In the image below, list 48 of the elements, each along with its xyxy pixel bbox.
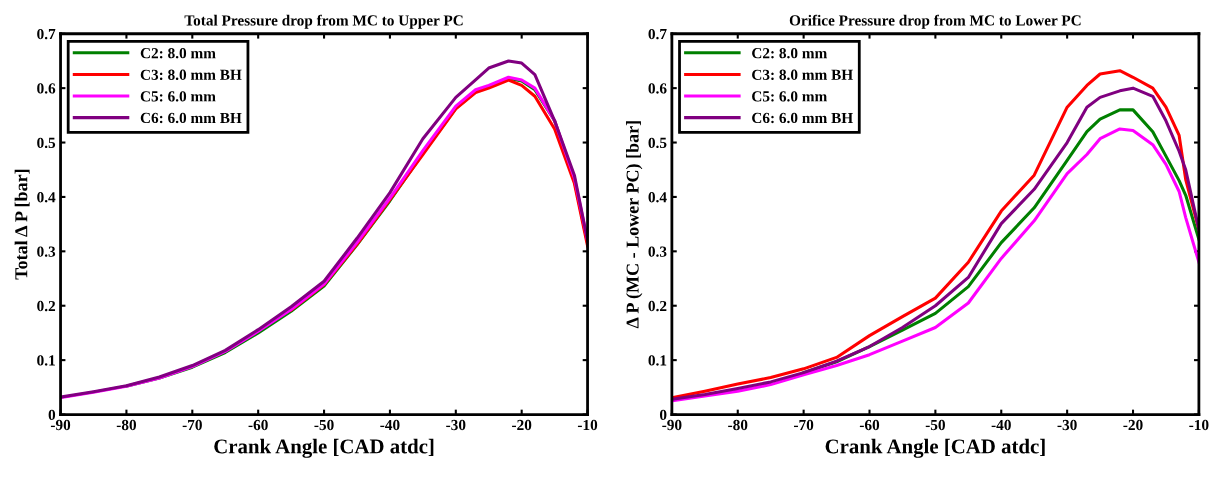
legend-label: C6: 6.0 mm BH bbox=[752, 112, 853, 124]
y-tick-label: 0.2 bbox=[648, 300, 667, 312]
x-tick-label: -50 bbox=[314, 419, 334, 431]
x-tick-label: -10 bbox=[577, 419, 598, 431]
y-tick-label: 0.1 bbox=[648, 355, 667, 366]
legend-label: C2: 8.0 mm bbox=[140, 48, 216, 59]
x-tick-label: -70 bbox=[794, 419, 814, 431]
x-tick-label: -80 bbox=[728, 419, 748, 431]
x-tick-label: -10 bbox=[1189, 419, 1209, 431]
x-tick-label: -20 bbox=[512, 419, 532, 431]
y-tick-label: 0.4 bbox=[37, 192, 56, 203]
x-tick-label: -20 bbox=[1123, 419, 1143, 431]
x-axis-title: Crank Angle [CAD atdc] bbox=[825, 438, 1045, 458]
x-tick-label: -40 bbox=[991, 419, 1011, 431]
x-tick-label: -50 bbox=[925, 419, 945, 431]
x-tick-label: -40 bbox=[380, 419, 400, 431]
y-tick-label: 0.2 bbox=[37, 300, 56, 312]
x-tick-label: -80 bbox=[116, 419, 137, 431]
legend-label: C2: 8.0 mm bbox=[752, 48, 828, 59]
legend-label: C6: 6.0 mm BH bbox=[140, 112, 242, 124]
x-tick-label: -30 bbox=[446, 419, 466, 431]
y-axis-title: Δ P (MC - Lower PC) [bar] bbox=[625, 121, 643, 329]
chart-title: Orifice Pressure drop from MC to Lower PC bbox=[789, 14, 1081, 29]
legend-label: C5: 6.0 mm bbox=[140, 91, 216, 102]
y-tick-label: 0 bbox=[48, 409, 56, 420]
x-tick-label: -90 bbox=[50, 419, 71, 431]
x-axis-title: Crank Angle [CAD atdc] bbox=[214, 438, 434, 458]
legend-label: C3: 8.0 mm BH bbox=[752, 69, 853, 80]
y-tick-label: 0.7 bbox=[37, 28, 56, 40]
legend-label: C5: 6.0 mm bbox=[752, 91, 828, 102]
y-tick-label: 0 bbox=[659, 409, 667, 420]
y-tick-label: 0.6 bbox=[648, 83, 667, 94]
legend-label: C3: 8.0 mm BH bbox=[140, 69, 242, 80]
y-tick-label: 0.3 bbox=[648, 246, 667, 257]
y-tick-label: 0.7 bbox=[648, 28, 667, 40]
x-tick-label: -30 bbox=[1057, 419, 1077, 431]
x-tick-label: -60 bbox=[248, 419, 268, 431]
x-tick-label: -90 bbox=[662, 419, 682, 431]
y-tick-label: 0.3 bbox=[37, 246, 56, 257]
y-axis-title: Total Δ P [bar] bbox=[14, 169, 30, 280]
chart-title: Total Pressure drop from MC to Upper PC bbox=[184, 14, 463, 29]
x-tick-label: -70 bbox=[182, 419, 202, 431]
y-tick-label: 0.4 bbox=[648, 192, 667, 203]
y-tick-label: 0.5 bbox=[648, 137, 667, 149]
y-tick-label: 0.6 bbox=[37, 83, 56, 94]
y-tick-label: 0.1 bbox=[37, 355, 55, 366]
x-tick-label: -60 bbox=[859, 419, 880, 431]
y-tick-label: 0.5 bbox=[37, 137, 56, 149]
